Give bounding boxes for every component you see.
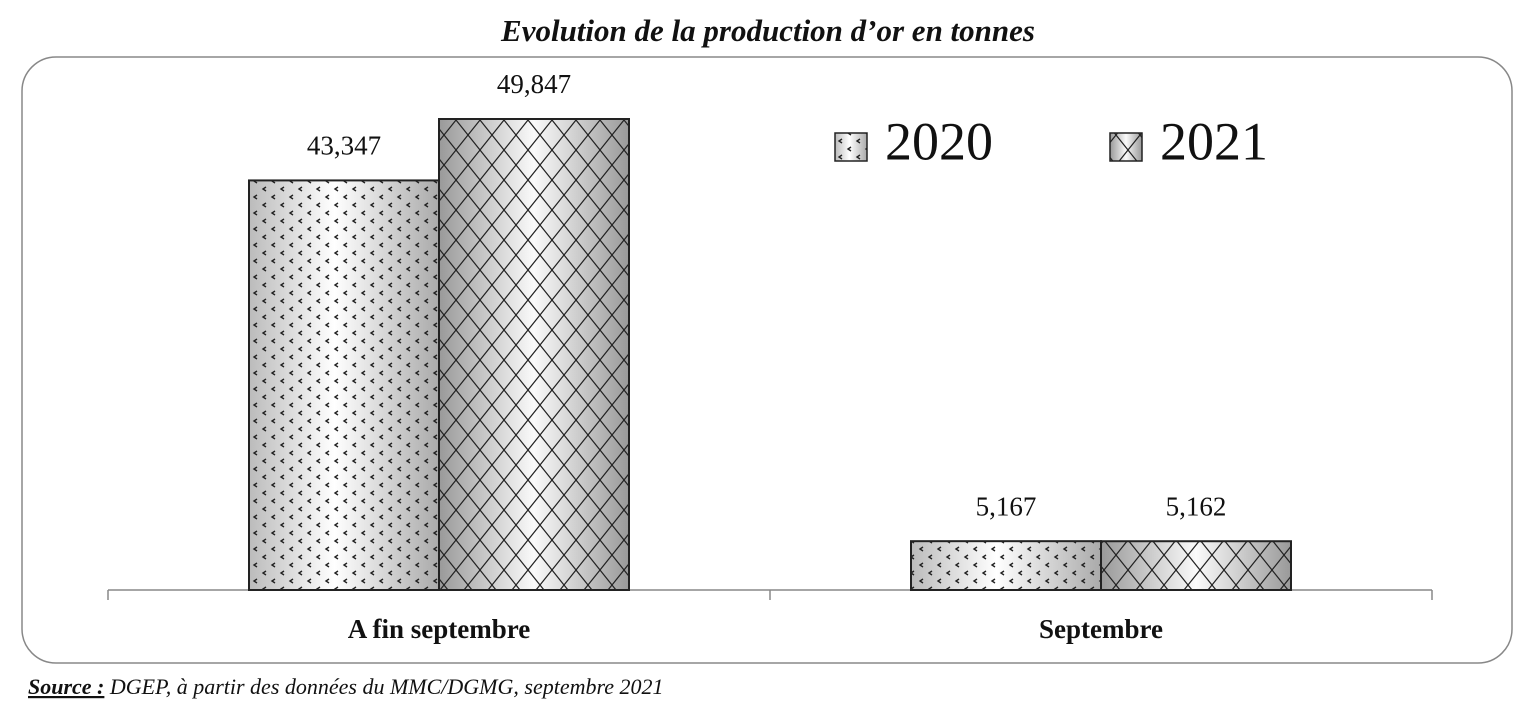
x-tick-label: A fin septembre [348, 614, 531, 644]
source-note: Source : DGEP, à partir des données du M… [28, 674, 664, 699]
legend-swatch-pattern [1109, 132, 1143, 162]
value-label: 5,167 [976, 491, 1037, 521]
legend-label: 2020 [885, 111, 993, 171]
legend-label: 2021 [1160, 111, 1268, 171]
value-label: 49,847 [497, 69, 571, 99]
chart-title: Evolution de la production d’or en tonne… [500, 13, 1035, 48]
value-label: 43,347 [307, 131, 381, 161]
value-label: 5,162 [1166, 491, 1227, 521]
bar-pattern [248, 179, 440, 591]
source-label: Source : [28, 674, 104, 699]
x-tick-label: Septembre [1039, 614, 1163, 644]
bar-pattern [910, 540, 1102, 592]
bar-pattern [438, 118, 630, 591]
legend-swatch-pattern [834, 132, 868, 162]
source-text: DGEP, à partir des données du MMC/DGMG, … [109, 674, 664, 699]
bar-pattern [1100, 540, 1292, 592]
